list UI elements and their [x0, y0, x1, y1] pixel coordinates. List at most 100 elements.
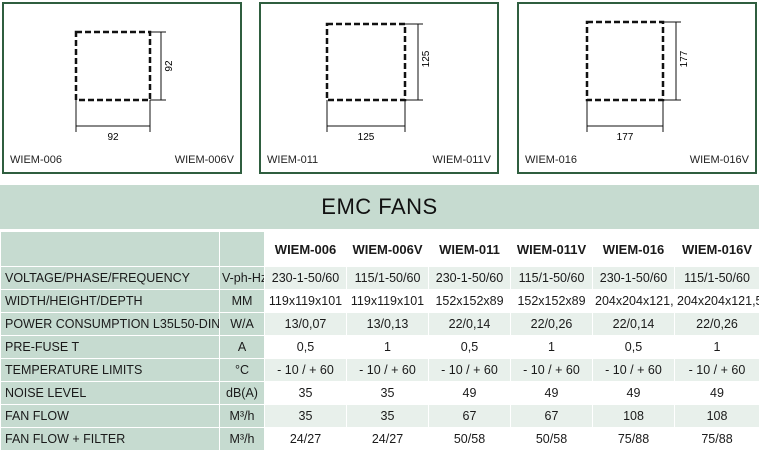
cell-value: 115/1-50/60: [511, 267, 593, 290]
dim-vertical: 177: [679, 50, 690, 67]
model-header: WIEM-016: [593, 232, 675, 267]
cell-value: 1: [511, 336, 593, 359]
cell-value: - 10 / + 60: [511, 359, 593, 382]
row-label: PRE-FUSE T: [1, 336, 220, 359]
cell-value: 67: [511, 405, 593, 428]
row-unit: dB(A): [220, 382, 265, 405]
cell-value: 24/27: [347, 428, 429, 451]
cell-value: - 10 / + 60: [265, 359, 347, 382]
cell-value: 67: [429, 405, 511, 428]
cell-value: - 10 / + 60: [593, 359, 675, 382]
cell-value: 50/58: [429, 428, 511, 451]
specs-table: WIEM-006 WIEM-006V WIEM-011 WIEM-011V WI…: [0, 231, 759, 451]
cutout-panel-wiem-016: 177 177 WIEM-016 WIEM-016V: [517, 2, 757, 174]
cutout-drawing-177: 177 177: [519, 4, 755, 172]
cell-value: 115/1-50/60: [675, 267, 759, 290]
cell-value: 35: [265, 405, 347, 428]
cell-value: 13/0,13: [347, 313, 429, 336]
cell-value: 50/58: [511, 428, 593, 451]
cell-value: 0,5: [265, 336, 347, 359]
cutout-drawing-92: 92 92: [4, 4, 240, 172]
cell-value: 0,5: [593, 336, 675, 359]
row-label: FAN FLOW: [1, 405, 220, 428]
cell-value: 204x204x121,5: [593, 290, 675, 313]
row-label: FAN FLOW + FILTER: [1, 428, 220, 451]
cell-value: 35: [347, 405, 429, 428]
row-unit: W/A: [220, 313, 265, 336]
cell-value: 49: [593, 382, 675, 405]
cell-value: 108: [675, 405, 759, 428]
model-label-left: WIEM-006: [10, 154, 62, 166]
header-row: WIEM-006 WIEM-006V WIEM-011 WIEM-011V WI…: [1, 232, 759, 267]
cell-value: 152x152x89: [429, 290, 511, 313]
row-label: WIDTH/HEIGHT/DEPTH: [1, 290, 220, 313]
cell-value: 22/0,14: [593, 313, 675, 336]
row-unit: MM: [220, 290, 265, 313]
model-label-left: WIEM-011: [267, 154, 318, 166]
cutout-panel-wiem-006: 92 92 WIEM-006 WIEM-006V: [2, 2, 242, 174]
row-label: TEMPERATURE LIMITS: [1, 359, 220, 382]
cell-value: 75/88: [675, 428, 759, 451]
row-label: POWER CONSUMPTION L35L50-DIN 3168: [1, 313, 220, 336]
cell-value: 230-1-50/60: [429, 267, 511, 290]
cell-value: 230-1-50/60: [593, 267, 675, 290]
cell-value: - 10 / + 60: [347, 359, 429, 382]
row-unit: °C: [220, 359, 265, 382]
table-row: TEMPERATURE LIMITS°C- 10 / + 60- 10 / + …: [1, 359, 759, 382]
cutout-drawing-125: 125 125: [261, 4, 497, 172]
cell-value: 35: [265, 382, 347, 405]
cell-value: 22/0,26: [511, 313, 593, 336]
dim-vertical: 92: [164, 60, 175, 72]
cell-value: 230-1-50/60: [265, 267, 347, 290]
cell-value: 49: [675, 382, 759, 405]
cell-value: 1: [347, 336, 429, 359]
model-header: WIEM-011V: [511, 232, 593, 267]
model-header: WIEM-011: [429, 232, 511, 267]
model-header: WIEM-016V: [675, 232, 759, 267]
cell-value: 13/0,07: [265, 313, 347, 336]
cell-value: 49: [511, 382, 593, 405]
cell-value: 35: [347, 382, 429, 405]
cell-value: 0,5: [429, 336, 511, 359]
cell-value: 119x119x101: [265, 290, 347, 313]
cell-value: 152x152x89: [511, 290, 593, 313]
cell-value: 22/0,14: [429, 313, 511, 336]
header-blank-label: [1, 232, 220, 267]
model-label-right: WIEM-011V: [433, 154, 491, 166]
cell-value: - 10 / + 60: [429, 359, 511, 382]
row-unit: M³/h: [220, 405, 265, 428]
row-unit: V-ph-Hz: [220, 267, 265, 290]
row-unit: M³/h: [220, 428, 265, 451]
cell-value: - 10 / + 60: [675, 359, 759, 382]
cell-value: 204x204x121,5: [675, 290, 759, 313]
cell-value: 1: [675, 336, 759, 359]
row-label: VOLTAGE/PHASE/FREQUENCY: [1, 267, 220, 290]
dim-vertical: 125: [421, 50, 432, 67]
dim-horizontal: 92: [107, 132, 119, 143]
header-blank-unit: [220, 232, 265, 267]
cell-value: 115/1-50/60: [347, 267, 429, 290]
model-header: WIEM-006V: [347, 232, 429, 267]
dim-horizontal: 125: [358, 132, 375, 143]
cell-value: 24/27: [265, 428, 347, 451]
cell-value: 22/0,26: [675, 313, 759, 336]
cell-value: 75/88: [593, 428, 675, 451]
table-title: EMC FANS: [0, 185, 759, 229]
model-label-left: WIEM-016: [525, 154, 577, 166]
cutout-panel-wiem-011: 125 125 WIEM-011 WIEM-011V: [259, 2, 499, 174]
cell-value: 49: [429, 382, 511, 405]
row-label: NOISE LEVEL: [1, 382, 220, 405]
table-row: POWER CONSUMPTION L35L50-DIN 3168W/A13/0…: [1, 313, 759, 336]
model-label-right: WIEM-006V: [175, 154, 234, 166]
model-label-right: WIEM-016V: [690, 154, 749, 166]
cell-value: 108: [593, 405, 675, 428]
cell-value: 119x119x101: [347, 290, 429, 313]
dim-horizontal: 177: [617, 132, 634, 143]
model-header: WIEM-006: [265, 232, 347, 267]
